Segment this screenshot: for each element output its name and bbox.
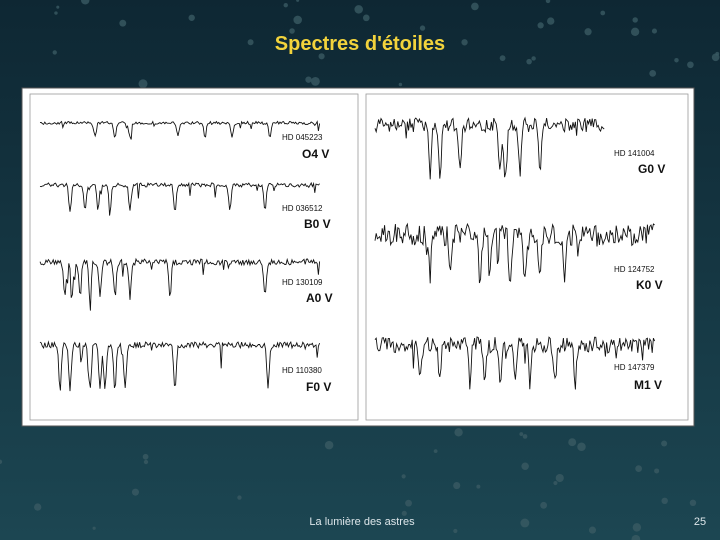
- star: [398, 82, 403, 87]
- star: [661, 440, 668, 447]
- star: [476, 484, 481, 489]
- star: [305, 76, 312, 83]
- spectra-figure: HD 045223 O4 V HD 036512 B0 V HD 130109 A0 V H…: [39, 116, 665, 394]
- spectrum-line: [374, 336, 656, 390]
- star-id: HD 147379: [614, 363, 655, 372]
- star: [289, 28, 295, 34]
- star: [56, 5, 60, 9]
- star: [520, 518, 530, 528]
- star: [674, 57, 679, 63]
- star: [310, 76, 320, 86]
- figure-panel: [365, 93, 689, 421]
- star: [34, 503, 42, 511]
- star: [687, 61, 694, 69]
- star: [405, 499, 412, 507]
- star: [318, 53, 325, 60]
- star-id: HD 036512: [282, 204, 323, 213]
- star: [521, 462, 529, 470]
- star: [92, 526, 96, 530]
- page-number: 25: [694, 516, 706, 528]
- star: [635, 465, 642, 473]
- star: [540, 501, 548, 509]
- star: [461, 39, 468, 46]
- figure-panel: [29, 93, 359, 421]
- star: [80, 0, 90, 5]
- star: [296, 0, 300, 2]
- star-id: HD 110380: [282, 366, 322, 375]
- spectral-type: G0 V: [638, 162, 665, 176]
- star: [588, 526, 597, 534]
- star: [52, 50, 57, 55]
- star: [237, 495, 242, 500]
- star: [537, 22, 544, 29]
- star: [401, 510, 407, 516]
- star: [531, 56, 536, 61]
- star: [526, 58, 532, 65]
- star: [632, 17, 638, 23]
- star: [293, 15, 302, 25]
- star: [651, 28, 657, 34]
- star: [545, 0, 551, 4]
- spectrum-line: [374, 222, 655, 284]
- star: [522, 434, 528, 439]
- star: [499, 55, 506, 62]
- star: [654, 468, 660, 474]
- spectral-type: O4 V: [302, 147, 329, 161]
- star: [247, 39, 254, 46]
- spectral-type: M1 V: [634, 378, 662, 392]
- star-id: HD 124752: [614, 265, 655, 274]
- star: [143, 459, 149, 465]
- star: [600, 10, 606, 16]
- star: [433, 449, 438, 454]
- footer-text: La lumière des astres: [309, 516, 415, 528]
- star-id: HD 045223: [282, 133, 323, 142]
- star: [453, 528, 458, 534]
- spectral-type: B0 V: [304, 217, 331, 231]
- star: [324, 440, 334, 450]
- star: [354, 5, 363, 14]
- star: [54, 11, 58, 15]
- star-id: HD 130109: [282, 278, 323, 287]
- star: [689, 499, 697, 507]
- star: [453, 481, 461, 490]
- star: [519, 432, 524, 436]
- star: [131, 488, 139, 496]
- spectrum-line: [39, 257, 321, 311]
- star: [577, 442, 586, 452]
- star: [0, 459, 3, 464]
- star: [632, 523, 642, 532]
- star: [401, 474, 406, 479]
- star: [471, 2, 479, 11]
- star: [555, 473, 564, 483]
- star: [661, 497, 668, 505]
- star: [547, 17, 555, 25]
- spectral-type: A0 V: [306, 291, 333, 305]
- star: [362, 14, 370, 22]
- spectrum-line: [39, 181, 320, 216]
- spectral-type: K0 V: [636, 278, 663, 292]
- star-id: HD 141004: [614, 149, 655, 158]
- spectrum-line: [39, 340, 321, 392]
- star: [630, 27, 640, 36]
- star: [454, 428, 463, 437]
- spectrum-line: [39, 120, 321, 140]
- spectral-type: F0 V: [306, 380, 331, 394]
- star: [584, 28, 592, 36]
- star: [568, 438, 577, 447]
- star: [649, 69, 657, 77]
- spectrum-line: [374, 116, 605, 180]
- star: [138, 79, 148, 89]
- star: [142, 453, 149, 460]
- slide-title: Spectres d'étoiles: [275, 33, 445, 55]
- star: [119, 19, 127, 27]
- star: [419, 25, 426, 31]
- star: [553, 480, 558, 486]
- star: [631, 534, 641, 540]
- star: [711, 53, 720, 62]
- star: [188, 14, 195, 21]
- star: [283, 3, 288, 8]
